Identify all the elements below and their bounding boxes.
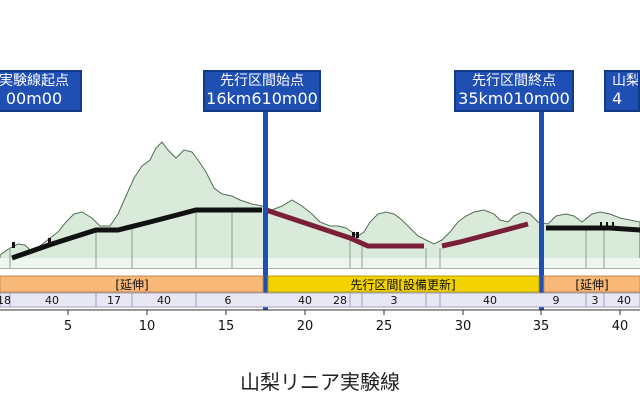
track-black xyxy=(11,207,640,261)
axis-tick-1: 10 xyxy=(139,319,156,334)
number-6: 28 xyxy=(333,294,347,307)
axis-tick-5: 30 xyxy=(455,319,472,334)
band-left xyxy=(0,275,264,293)
number-5: 40 xyxy=(298,294,312,307)
number-8: 40 xyxy=(483,294,497,307)
callout-experiment-start-line1: 実験線起点 xyxy=(0,73,69,89)
number-3: 40 xyxy=(157,294,171,307)
callout-experiment-start: 実験線起点 00m00 xyxy=(0,70,82,112)
callout-section-start-line2: 16km610m00 xyxy=(206,89,318,108)
callout-section-start: 先行区間始点 16km610m00 xyxy=(203,70,321,112)
start-marker-line xyxy=(263,110,268,310)
callout-right-partial: 山梨 4 xyxy=(604,70,640,112)
axis-tick-0: 5 xyxy=(64,319,72,334)
callout-section-end-line2: 35km010m00 xyxy=(458,89,570,108)
callout-experiment-start-line2: 00m00 xyxy=(5,89,63,108)
band-left-label: [延伸] xyxy=(115,278,148,292)
number-4: 6 xyxy=(225,294,232,307)
number-row-dividers xyxy=(9,293,605,307)
number-11: 40 xyxy=(617,294,631,307)
axis-tick-4: 25 xyxy=(376,319,393,334)
band-right xyxy=(543,275,640,293)
number-1: 40 xyxy=(45,294,59,307)
profile-grid xyxy=(9,210,605,268)
callout-section-start-line1: 先行区間始点 xyxy=(220,73,304,89)
axis-tick-3: 20 xyxy=(297,319,314,334)
number-row-bg xyxy=(0,292,640,308)
axis-tick-2: 15 xyxy=(218,319,235,334)
axis-tick-6: 35 xyxy=(533,319,550,334)
callout-right-partial-line1: 山梨 xyxy=(612,73,640,89)
band-middle-label: 先行区間[設備更新] xyxy=(350,277,455,292)
band-middle xyxy=(267,275,540,293)
callout-right-partial-line2: 4 xyxy=(612,89,623,108)
number-7: 3 xyxy=(391,294,398,307)
number-9: 9 xyxy=(553,294,560,307)
diagram-title: 山梨リニア実験線 xyxy=(240,370,400,394)
track-ticks xyxy=(12,222,614,248)
end-marker-line xyxy=(539,110,544,310)
callout-section-end-line1: 先行区間終点 xyxy=(472,73,556,89)
ground-base xyxy=(0,258,640,268)
track-maroon-right xyxy=(441,221,529,249)
number-2: 17 xyxy=(107,294,121,307)
band-right-label: [延伸] xyxy=(575,278,608,292)
number-0: 18 xyxy=(0,294,11,307)
track-maroon xyxy=(265,207,424,249)
number-10: 3 xyxy=(592,294,599,307)
callout-section-end: 先行区間終点 35km010m00 xyxy=(454,70,574,112)
axis-tick-7: 40 xyxy=(612,319,629,334)
axis-tick-marks xyxy=(67,310,621,315)
